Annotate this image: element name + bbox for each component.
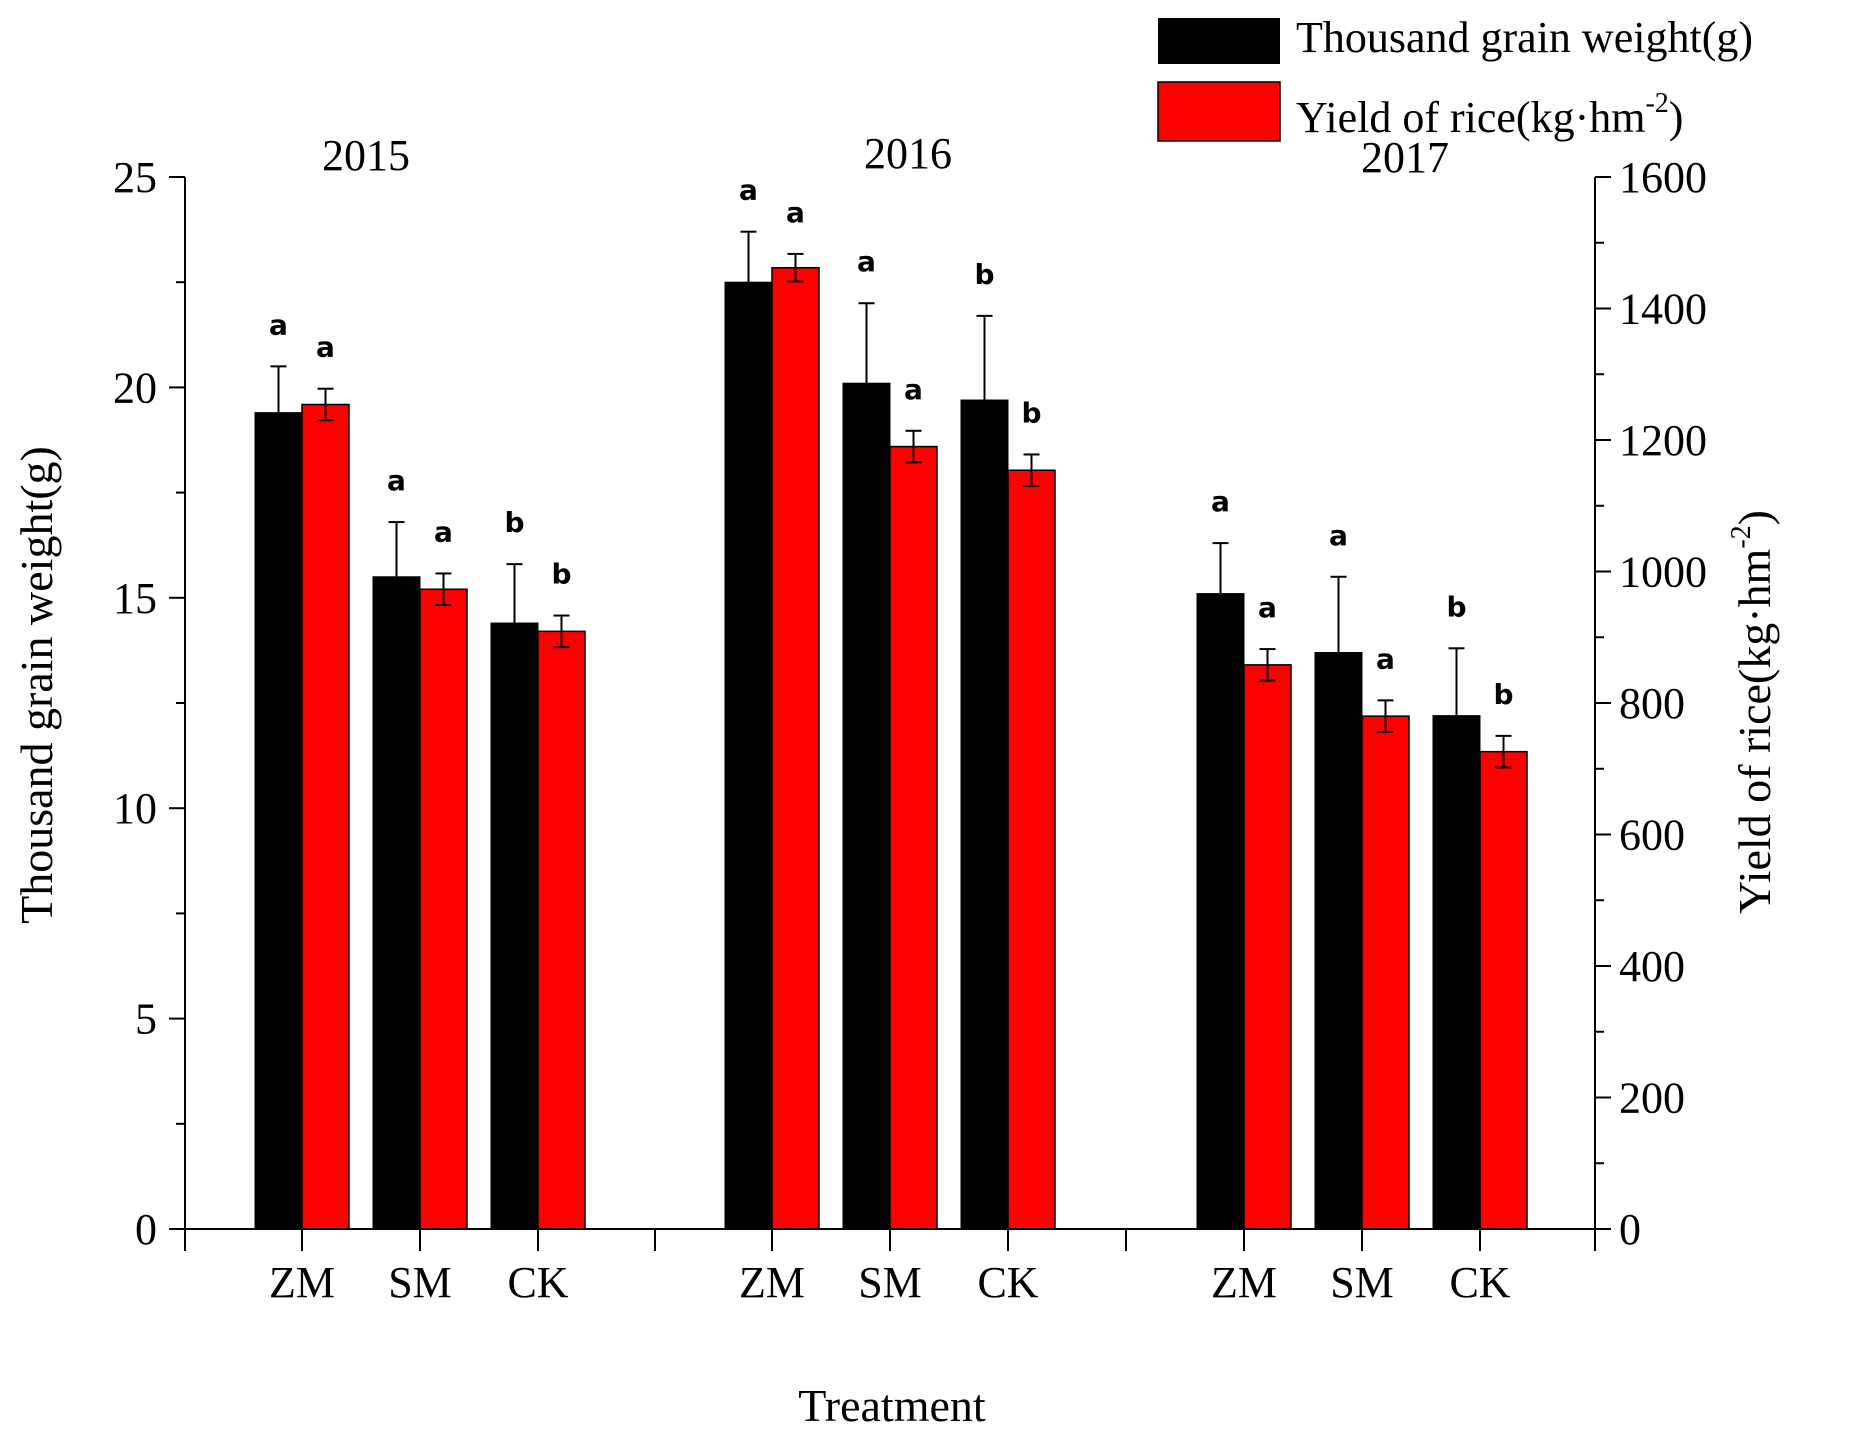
legend-swatch-yield: [1157, 81, 1281, 142]
sig-letter-grain-weight: a: [269, 308, 288, 341]
year-label-2015: 2015: [322, 131, 410, 180]
axes-layer: [169, 176, 1611, 1251]
legend-label-yield: Yield of rice(kg·hm-2): [1296, 88, 1683, 142]
sig-letter-grain-weight: b: [974, 258, 994, 291]
sig-letter-grain-weight: a: [739, 174, 758, 207]
y-tick-label: 15: [113, 574, 157, 623]
x-axis-title: Treatment: [798, 1380, 986, 1431]
bar-yield-2017-CK: [1479, 750, 1528, 1230]
sig-letter-yield: a: [316, 331, 335, 364]
y-axis-title: Thousand grain weight(g): [11, 446, 62, 924]
bar-yield-2015-ZM: [301, 403, 350, 1230]
legend-label-yield-sup: -2: [1645, 88, 1668, 119]
bar-yield-2017-ZM: [1243, 664, 1292, 1230]
sig-letter-grain-weight: a: [1211, 485, 1230, 518]
year-label-2016: 2016: [864, 129, 952, 178]
legend-label-yield-main: Yield of rice(kg·hm: [1296, 93, 1645, 142]
y2-tick-label: 200: [1619, 1074, 1685, 1123]
sig-letter-grain-weight: a: [857, 245, 876, 278]
bars-layer: [254, 230, 1528, 1230]
bar-yield-2015-SM: [419, 588, 468, 1230]
bar-yield-2016-SM: [889, 445, 938, 1230]
y2-tick-label: 600: [1619, 811, 1685, 860]
y-tick-label: 5: [135, 995, 157, 1044]
bar-grain-weight-2017-CK: [1432, 715, 1481, 1230]
sig-letter-yield: b: [1021, 396, 1041, 429]
legend-label-yield-end: ): [1669, 93, 1684, 142]
x-category-label: CK: [1449, 1258, 1510, 1307]
bar-grain-weight-2017-ZM: [1196, 593, 1245, 1230]
bar-grain-weight-2016-SM: [842, 382, 891, 1230]
x-category-label: ZM: [1211, 1258, 1277, 1307]
x-category-label: ZM: [739, 1258, 805, 1307]
y2-tick-label: 1600: [1619, 153, 1707, 202]
y-tick-label: 25: [113, 153, 157, 202]
bar-grain-weight-2015-CK: [490, 622, 539, 1230]
y-tick-label: 20: [113, 363, 157, 412]
sig-letter-yield: a: [1258, 591, 1277, 624]
bar-grain-weight-2015-SM: [372, 576, 421, 1230]
sig-letter-yield: a: [786, 196, 805, 229]
bar-grain-weight-2015-ZM: [254, 412, 303, 1230]
sig-letter-grain-weight: b: [504, 506, 524, 539]
y2-tick-label: 1400: [1619, 285, 1707, 334]
legend-label-grain-weight: Thousand grain weight(g): [1296, 13, 1753, 62]
sig-letter-yield: b: [1493, 678, 1513, 711]
legend: Thousand grain weight(g) Yield of rice(k…: [1157, 13, 1753, 142]
x-category-label: SM: [388, 1258, 452, 1307]
bar-yield-2016-CK: [1007, 469, 1056, 1230]
bar-grain-weight-2016-CK: [960, 399, 1009, 1230]
x-category-label: ZM: [269, 1258, 335, 1307]
sig-letter-grain-weight: a: [1329, 519, 1348, 552]
x-category-label: CK: [507, 1258, 568, 1307]
sig-letter-yield: a: [434, 515, 453, 548]
bar-yield-2017-SM: [1361, 715, 1410, 1230]
bar-grain-weight-2016-ZM: [724, 281, 773, 1230]
sig-letter-yield: a: [904, 373, 923, 406]
y2-tick-label: 800: [1619, 679, 1685, 728]
y2-tick-label: 0: [1619, 1205, 1641, 1254]
y2-axis-title-sup: -2: [1726, 525, 1757, 548]
x-category-label: SM: [858, 1258, 922, 1307]
labels-layer: 0 5 10 15 20 25 0 200 400 600 800 1000 1200 1400 1600 2…: [113, 129, 1707, 1307]
y2-axis-title: Yield of rice(kg·hm-2): [1726, 510, 1780, 914]
year-label-2017: 2017: [1361, 133, 1449, 182]
y2-tick-label: 1200: [1619, 416, 1707, 465]
x-category-label: SM: [1330, 1258, 1394, 1307]
legend-swatch-grain-weight: [1158, 18, 1280, 64]
y2-axis-title-end: ): [1729, 510, 1780, 525]
y-tick-label: 10: [113, 784, 157, 833]
y2-tick-label: 1000: [1619, 548, 1707, 597]
y-tick-label: 0: [135, 1205, 157, 1254]
sig-letter-grain-weight: a: [387, 464, 406, 497]
bar-grain-weight-2017-SM: [1314, 652, 1363, 1230]
x-category-label: CK: [977, 1258, 1038, 1307]
sig-letter-grain-weight: b: [1446, 590, 1466, 623]
y2-tick-label: 400: [1619, 942, 1685, 991]
sig-letter-yield: a: [1376, 642, 1395, 675]
bar-yield-2015-CK: [537, 630, 586, 1230]
sig-letter-yield: b: [551, 558, 571, 591]
y2-axis-title-main: Yield of rice(kg·hm: [1729, 548, 1780, 914]
bar-yield-2016-ZM: [771, 266, 820, 1230]
